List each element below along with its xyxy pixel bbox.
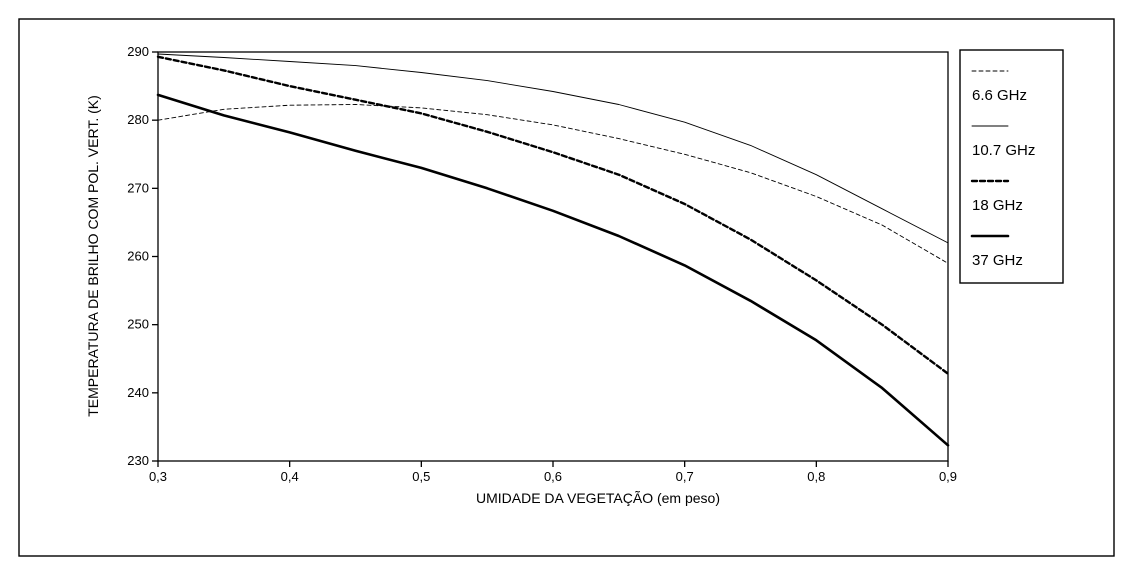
legend-label: 6.6 GHz: [972, 87, 1027, 104]
series-line-6-6-ghz: [157, 104, 949, 264]
series-layer: [156, 53, 950, 447]
y-axis-label: TEMPERATURA DE BRILHO COM POL. VERT. (K): [85, 95, 101, 417]
legend: 6.6 GHz 10.7 GHz 18 GHz 37 GHz: [970, 70, 1035, 269]
y-tick-label: 240: [127, 385, 149, 400]
x-tick-label: 0,8: [807, 469, 825, 484]
y-tick-label: 260: [127, 249, 149, 264]
legend-label: 18 GHz: [972, 197, 1023, 214]
x-tick-label: 0,4: [281, 469, 299, 484]
series-line-10-7-ghz: [157, 53, 949, 244]
x-tick-label: 0,3: [149, 469, 167, 484]
x-tick-label: 0,9: [939, 469, 957, 484]
legend-label: 37 GHz: [972, 252, 1023, 269]
figure-frame: [18, 18, 1115, 557]
plot-area: [157, 51, 949, 462]
x-tick-label: 0,6: [544, 469, 562, 484]
series-line-18-ghz: [156, 55, 950, 375]
series-line-37-ghz: [156, 93, 950, 447]
legend-box: [959, 49, 1064, 284]
y-tick-label: 230: [127, 453, 149, 468]
x-axis: 0,3 0,4 0,5 0,6 0,7 0,8 0,9: [149, 461, 957, 484]
y-tick-label: 250: [127, 317, 149, 332]
x-axis-label: UMIDADE DA VEGETAÇÃO (em peso): [476, 490, 720, 506]
y-axis: 230 240 250 260 270 280 290: [127, 44, 158, 468]
legend-label: 10.7 GHz: [972, 142, 1035, 159]
y-tick-label: 280: [127, 112, 149, 127]
y-tick-label: 270: [127, 180, 149, 195]
x-tick-label: 0,5: [412, 469, 430, 484]
y-tick-label: 290: [127, 44, 149, 59]
x-tick-label: 0,7: [676, 469, 694, 484]
